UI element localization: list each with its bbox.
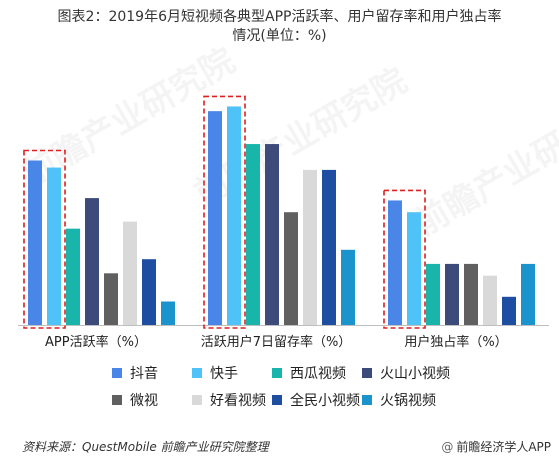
legend-swatch — [272, 368, 282, 378]
bar-好看视频-2 — [483, 275, 497, 325]
legend-swatch — [192, 395, 202, 405]
bar-微视-1 — [284, 212, 298, 325]
legend-label: 火山小视频 — [380, 366, 450, 382]
bar-好看视频-0 — [123, 221, 137, 325]
highlight-box-1 — [203, 95, 246, 329]
highlight-box-0 — [23, 149, 66, 329]
bar-火锅视频-1 — [341, 249, 355, 325]
chart-title-line2: 情况(单位：%) — [232, 28, 327, 44]
x-tick-label-2: 用户独占率（%） — [404, 334, 507, 350]
bar-火锅视频-0 — [161, 301, 175, 325]
highlight-box-2 — [383, 189, 426, 329]
legend-label: 全民小视频 — [290, 393, 360, 409]
legend-swatch — [192, 368, 202, 378]
legend-item-5: 好看视频 — [192, 390, 266, 410]
bar-火山小视频-2 — [445, 263, 459, 325]
brand-credit: @ 前瞻经济学人APP — [441, 438, 551, 455]
bar-快手-0 — [47, 167, 61, 325]
bar-快手-1 — [227, 106, 241, 325]
bar-快手-2 — [407, 212, 421, 325]
bar-西瓜视频-1 — [246, 144, 260, 325]
bar-好看视频-1 — [303, 169, 317, 325]
x-tick-label-0: APP活跃率（%） — [45, 334, 147, 350]
bar-微视-2 — [464, 263, 478, 325]
bar-火山小视频-0 — [85, 198, 99, 325]
legend-item-6: 全民小视频 — [272, 390, 360, 410]
chart-title-line1: 图表2：2019年6月短视频各典型APP活跃率、用户留存率和用户独占率 — [57, 9, 502, 25]
bar-西瓜视频-2 — [426, 263, 440, 325]
bar-火山小视频-1 — [265, 144, 279, 325]
bar-西瓜视频-0 — [66, 228, 80, 325]
legend-label: 好看视频 — [210, 393, 266, 409]
legend-swatch — [112, 368, 122, 378]
legend-item-1: 快手 — [192, 363, 238, 383]
x-tick-label-1: 活跃用户7日留存率（%） — [201, 334, 352, 350]
legend-label: 抖音 — [130, 366, 158, 382]
legend-label: 火锅视频 — [380, 393, 436, 409]
bar-全民小视频-1 — [322, 169, 336, 325]
legend-item-0: 抖音 — [112, 363, 158, 383]
bar-微视-0 — [104, 273, 118, 325]
legend-swatch — [112, 395, 122, 405]
legend-label: 快手 — [210, 366, 238, 382]
chart-legend: 抖音 快手 西瓜视频 火山小视频微视 好看视频 全民小视频 火锅视频 — [0, 360, 559, 420]
bar-抖音-0 — [28, 160, 42, 325]
legend-item-4: 微视 — [112, 390, 158, 410]
legend-swatch — [362, 368, 372, 378]
bar-全民小视频-2 — [502, 296, 516, 325]
legend-item-3: 火山小视频 — [362, 363, 450, 383]
bar-火锅视频-2 — [521, 263, 535, 325]
legend-item-2: 西瓜视频 — [272, 363, 346, 383]
bar-全民小视频-0 — [142, 259, 156, 325]
brand-text: 前瞻经济学人APP — [456, 440, 551, 454]
source-note: 资料来源：QuestMobile 前瞻产业研究院整理 — [22, 440, 269, 454]
legend-item-7: 火锅视频 — [362, 390, 436, 410]
legend-swatch — [272, 395, 282, 405]
bar-抖音-2 — [388, 200, 402, 325]
bar-抖音-1 — [208, 111, 222, 326]
legend-swatch — [362, 395, 372, 405]
chart-title: 图表2：2019年6月短视频各典型APP活跃率、用户留存率和用户独占率 情况(单… — [0, 8, 559, 46]
legend-label: 西瓜视频 — [290, 366, 346, 382]
at-icon: @ — [441, 439, 454, 454]
legend-label: 微视 — [130, 393, 158, 409]
